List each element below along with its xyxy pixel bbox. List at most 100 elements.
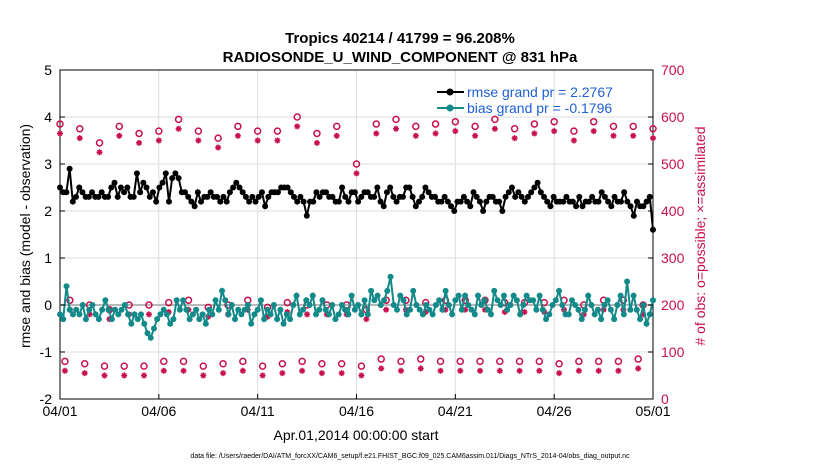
chart-subtitle: RADIOSONDE_U_WIND_COMPONENT @ 831 hPa — [223, 49, 578, 66]
bias-point — [251, 311, 258, 318]
obs-possible-marker — [239, 357, 247, 366]
rmse-point — [499, 208, 506, 214]
obs-possible-marker — [318, 360, 326, 368]
rmse-point — [589, 193, 596, 200]
bias-point — [125, 311, 132, 318]
rmse-point — [130, 193, 137, 200]
bias-point — [316, 306, 323, 313]
chart-title: Tropics 40214 / 41799 = 96.208% — [285, 30, 515, 47]
x-tick-label: 04/16 — [339, 403, 374, 419]
rmse-point — [239, 189, 246, 196]
rmse-point — [287, 189, 294, 196]
legend: rmse grand pr = 2.2767 bias grand pr = -… — [437, 84, 613, 116]
rmse-point — [284, 184, 291, 191]
bias-point — [368, 287, 375, 294]
bias-point — [377, 302, 384, 308]
obs-assimilated-marker — [575, 367, 582, 374]
bias-point — [261, 316, 268, 323]
obs-possible-marker — [412, 122, 420, 131]
bias-point — [358, 311, 365, 318]
bias-point — [546, 311, 553, 318]
obs-possible-marker — [179, 357, 188, 366]
y2-tick-label: 500 — [661, 156, 685, 172]
obs-possible-marker — [609, 122, 618, 131]
rmse-point — [563, 193, 570, 200]
bias-point — [539, 306, 546, 313]
obs-possible-marker — [436, 357, 445, 366]
bias-point — [650, 297, 656, 304]
obs-possible-marker — [164, 298, 173, 307]
bias-point — [361, 297, 368, 304]
bias-point — [196, 316, 203, 323]
rmse-point — [547, 203, 554, 210]
bias-point — [264, 306, 271, 313]
rmse-point — [355, 198, 362, 205]
bias-point — [115, 311, 122, 318]
obs-possible-marker — [634, 355, 642, 363]
rmse-point — [448, 203, 455, 210]
rmse-point — [473, 193, 480, 200]
rmse-point — [156, 184, 163, 191]
x-tick-label: 04/21 — [438, 403, 473, 419]
bias-point — [154, 316, 161, 323]
bias-point — [585, 292, 592, 299]
bias-point — [138, 311, 145, 318]
obs-possible-marker — [530, 120, 539, 128]
obs-assimilated-marker — [610, 132, 617, 139]
rmse-point — [114, 193, 121, 200]
bias-point — [578, 316, 585, 323]
bias-point — [112, 306, 119, 313]
bias-point — [160, 306, 167, 313]
rmse-point — [371, 193, 378, 200]
rmse-point — [233, 179, 240, 186]
bias-point — [293, 292, 300, 299]
bias-point — [121, 302, 128, 308]
rmse-point — [444, 198, 451, 205]
obs-possible-marker — [219, 360, 227, 368]
rmse-point — [345, 198, 352, 205]
bias-point — [617, 292, 624, 299]
obs-assimilated-marker — [397, 367, 404, 374]
bias-point — [219, 287, 226, 294]
rmse-point — [502, 193, 509, 200]
obs-possible-marker — [575, 357, 583, 366]
bias-point — [274, 316, 281, 323]
obs-possible-marker — [471, 122, 479, 131]
bias-point — [504, 306, 511, 313]
obs-possible-marker — [377, 355, 385, 363]
obs-assimilated-marker — [412, 132, 419, 139]
obs-assimilated-marker — [491, 125, 498, 132]
rmse-point — [412, 203, 419, 210]
obs-possible-marker — [451, 117, 460, 126]
bias-point — [462, 292, 469, 299]
obs-assimilated-marker — [121, 372, 128, 379]
bias-point — [478, 302, 485, 308]
bias-point — [449, 311, 456, 318]
rmse-point — [242, 193, 249, 200]
bias-point — [598, 316, 605, 323]
obs-possible-marker — [214, 134, 222, 142]
bias-point — [646, 311, 653, 318]
bias-point — [620, 311, 627, 318]
rmse-point — [441, 193, 448, 200]
obs-possible-marker — [550, 117, 558, 126]
obs-possible-marker — [293, 113, 301, 121]
x-tick-label: 04/11 — [241, 403, 275, 419]
rmse-point — [140, 179, 147, 186]
rmse-point — [467, 203, 474, 210]
obs-possible-marker — [332, 122, 341, 131]
rmse-point — [393, 198, 400, 205]
rmse-point — [105, 193, 112, 200]
bias-point — [157, 311, 164, 318]
bias-point — [332, 316, 339, 323]
obs-assimilated-marker — [318, 370, 325, 377]
obs-possible-marker — [337, 360, 346, 368]
bias-point — [267, 311, 274, 318]
rmse-point — [89, 189, 96, 196]
obs-assimilated-marker — [195, 137, 202, 144]
rmse-point — [69, 198, 76, 205]
obs-assimilated-marker — [556, 370, 563, 377]
rmse-point — [188, 198, 195, 205]
bias-point — [60, 316, 67, 323]
